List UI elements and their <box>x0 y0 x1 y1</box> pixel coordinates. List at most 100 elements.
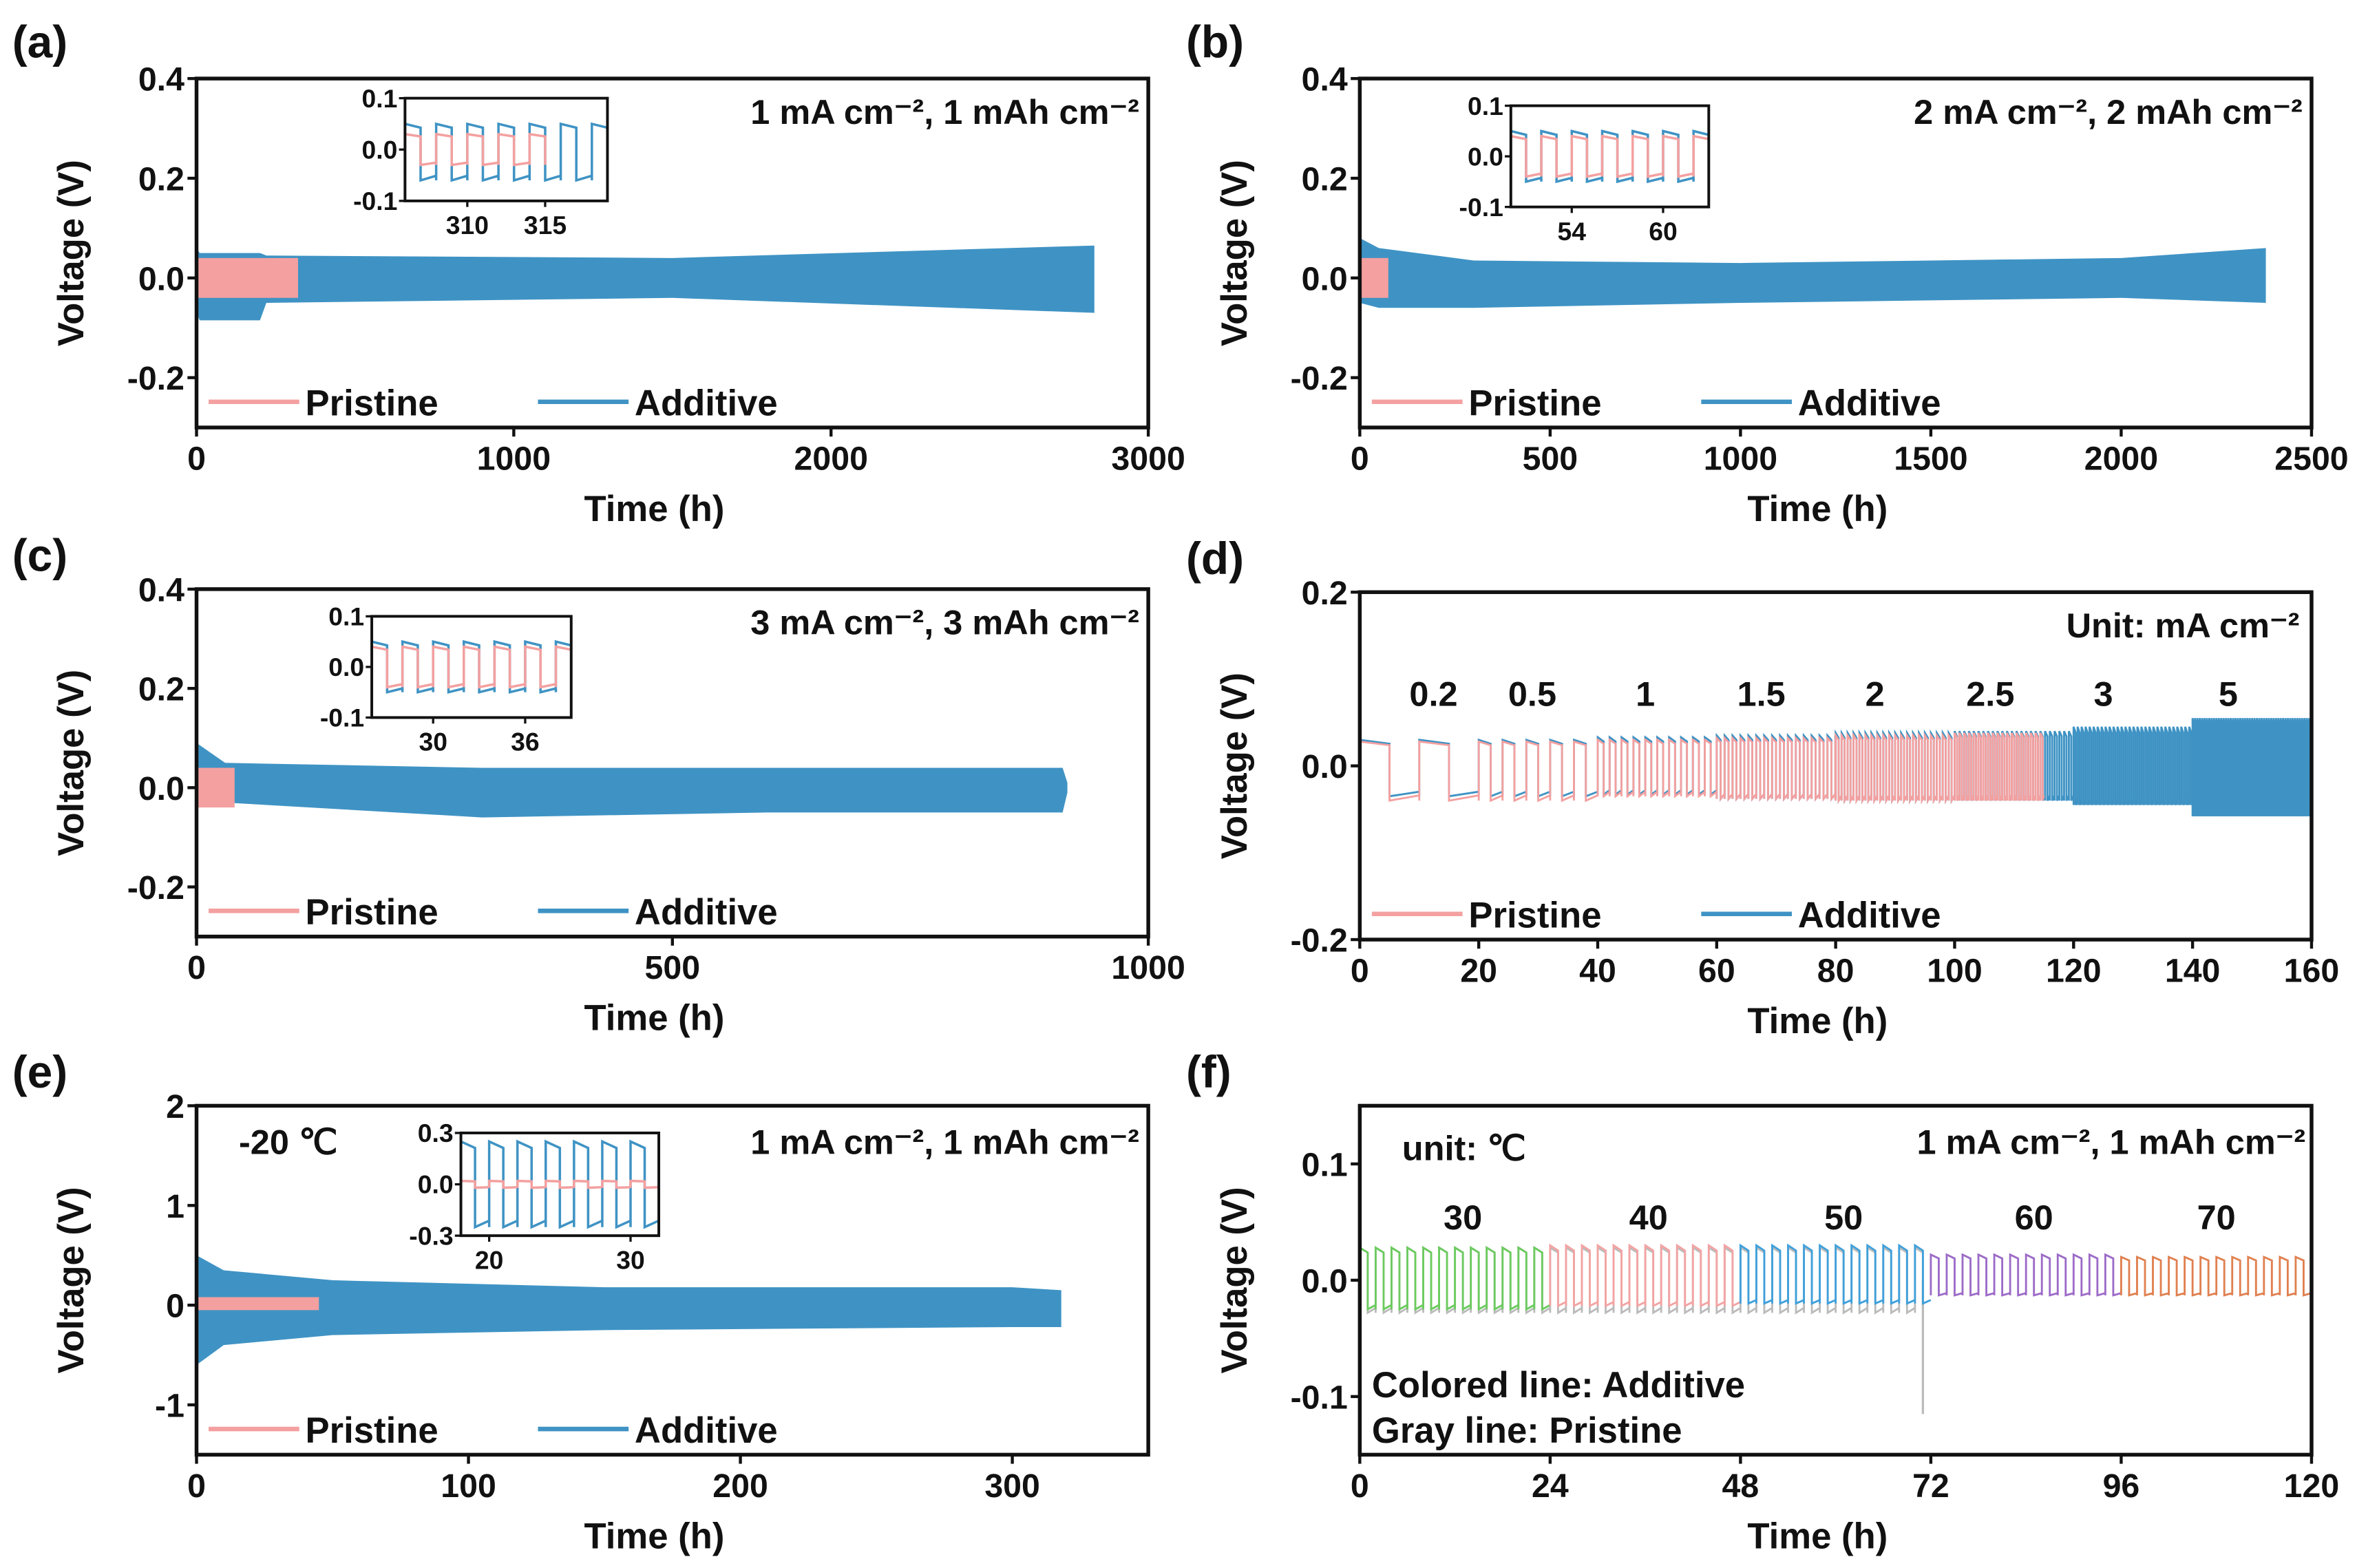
inset-x-tick-label: 315 <box>524 211 567 240</box>
legend-additive-label: Additive <box>635 383 778 424</box>
inset-series-pristine <box>461 1179 659 1189</box>
rate-label: 0.5 <box>1508 674 1556 713</box>
y-tick-label: 2 <box>166 1088 184 1125</box>
legend-additive-label: Additive <box>1798 895 1941 935</box>
series-additive-segment-0 <box>1549 1243 1742 1308</box>
legend-pristine-label: Pristine <box>306 1410 438 1451</box>
series-pristine-band <box>196 767 235 808</box>
temperature-segment-label: 50 <box>1824 1198 1863 1237</box>
inset-y-tick-label: 0.3 <box>418 1119 454 1147</box>
y-tick-label: 0.2 <box>1302 575 1348 612</box>
inset-x-tick-label: 36 <box>511 728 540 756</box>
y-axis-label: Voltage (V) <box>1214 1187 1255 1373</box>
x-tick-label: 40 <box>1579 952 1616 989</box>
plot-frame <box>194 76 1150 430</box>
inset-x-tick-label: 30 <box>419 728 447 756</box>
inset-y-tick-label: -0.3 <box>409 1221 453 1250</box>
x-tick-label: 96 <box>2103 1468 2140 1505</box>
y-tick-label: 0 <box>166 1288 184 1325</box>
x-tick-label: 1000 <box>1704 441 1777 478</box>
y-tick-label: 0.0 <box>1302 260 1348 297</box>
condition-label: 3 mA cm⁻², 3 mAh cm⁻² <box>750 603 1139 642</box>
x-tick-label: 2000 <box>794 441 868 478</box>
inset: 310 315 0.1 0.0 -0.1 <box>353 84 609 240</box>
y-tick-label: 0.0 <box>138 260 184 297</box>
y-axis-label: Voltage (V) <box>1214 672 1255 859</box>
inset-y-tick-label: 0.0 <box>418 1170 454 1199</box>
series-pristine-segment-0 <box>1360 740 1479 802</box>
series-additive-band <box>196 1255 1061 1366</box>
panel-label: (f) <box>1186 1046 1232 1097</box>
x-tick-label: 0 <box>187 949 206 986</box>
y-axis-label: Voltage (V) <box>51 670 92 856</box>
x-tick-label: 500 <box>645 949 701 986</box>
temperature-label: -20 ℃ <box>239 1123 338 1162</box>
plot-frame <box>194 1103 1150 1457</box>
series-pristine-band <box>196 1297 319 1311</box>
x-axis-label: Time (h) <box>584 1516 725 1556</box>
y-tick-label: -0.2 <box>127 869 184 907</box>
panel-label: (c) <box>12 530 67 581</box>
inset-x-tick-label: 20 <box>475 1245 504 1274</box>
y-tick-label: 0.2 <box>138 671 184 708</box>
x-tick-label: 100 <box>1927 952 1983 989</box>
series-additive-segment-6 <box>2072 726 2194 805</box>
x-tick-label: 0 <box>1351 952 1369 989</box>
panel-e: (e) 0 100 200 300 2 1 0 -1 Time (h) Voltage (V) Pri… <box>12 1046 1150 1556</box>
x-tick-label: 0 <box>187 1468 206 1505</box>
y-tick-label: -0.2 <box>127 360 184 397</box>
x-tick-label: 80 <box>1817 952 1854 989</box>
x-tick-label: 1500 <box>1894 441 1967 478</box>
pristine-note: Gray line: Pristine <box>1372 1410 1682 1451</box>
inset-x-tick-label: 54 <box>1558 217 1587 246</box>
x-axis-label: Time (h) <box>584 489 725 529</box>
series-additive-band <box>196 743 1068 818</box>
unit-label: unit: ℃ <box>1402 1128 1526 1167</box>
series-group <box>196 245 1095 321</box>
x-tick-label: 140 <box>2165 952 2221 989</box>
x-tick-label: 0 <box>187 441 206 478</box>
inset: 54 60 0.1 0.0 -0.1 <box>1459 92 1711 246</box>
y-tick-label: 0.4 <box>138 571 184 608</box>
rate-label: 0.2 <box>1409 674 1457 713</box>
x-axis-label: Time (h) <box>1747 1516 1888 1556</box>
series-pristine-band <box>196 257 298 298</box>
rate-label: 2.5 <box>1966 674 2014 713</box>
legend-pristine-label: Pristine <box>1468 383 1601 424</box>
plot-frame <box>1357 76 2314 430</box>
temperature-segment-label: 40 <box>1629 1198 1668 1237</box>
inset-series-additive <box>461 1139 659 1229</box>
inset-series-pristine <box>1510 134 1709 178</box>
panel-label: (b) <box>1186 16 1244 67</box>
x-tick-label: 3000 <box>1111 441 1185 478</box>
rate-label: 2 <box>1865 674 1885 713</box>
temperature-segment-label: 70 <box>2197 1198 2236 1237</box>
inset: 30 36 0.1 0.0 -0.1 <box>320 602 573 756</box>
y-axis-label: Voltage (V) <box>51 160 92 346</box>
series-additive-segment-7 <box>2191 718 2312 817</box>
x-tick-label: 0 <box>1351 1468 1369 1505</box>
x-tick-label: 24 <box>1532 1468 1569 1505</box>
x-tick-label: 500 <box>1523 441 1578 478</box>
series-pristine-segment-1 <box>1477 740 1598 803</box>
inset-y-tick-label: 0.1 <box>328 602 364 631</box>
condition-label: 1 mA cm⁻², 1 mAh cm⁻² <box>750 1123 1139 1162</box>
legend-pristine-label: Pristine <box>306 892 438 933</box>
inset-y-tick-label: 0.0 <box>362 135 398 164</box>
inset-series-pristine <box>372 645 571 689</box>
series-group <box>196 743 1068 818</box>
x-tick-label: 0 <box>1351 441 1369 478</box>
condition-label: 1 mA cm⁻², 1 mAh cm⁻² <box>750 92 1139 131</box>
panel-c: (c) 0 500 1000 0.4 0.2 0.0 -0.2 Time (h) Voltage … <box>12 530 1185 1039</box>
additive-note: Colored line: Additive <box>1372 1365 1745 1406</box>
x-tick-label: 1000 <box>1111 949 1185 986</box>
y-tick-label: -1 <box>155 1388 184 1425</box>
temperature-segment-label: 30 <box>1444 1198 1482 1237</box>
series-additive-segment-0 <box>1739 1243 1932 1305</box>
series-pristine-band <box>1360 257 1388 298</box>
inset-y-tick-label: 0.1 <box>362 84 398 113</box>
series-additive-segment-0 <box>1930 1253 2122 1297</box>
x-tick-label: 160 <box>2284 952 2340 989</box>
y-tick-label: 0.1 <box>1302 1147 1348 1184</box>
